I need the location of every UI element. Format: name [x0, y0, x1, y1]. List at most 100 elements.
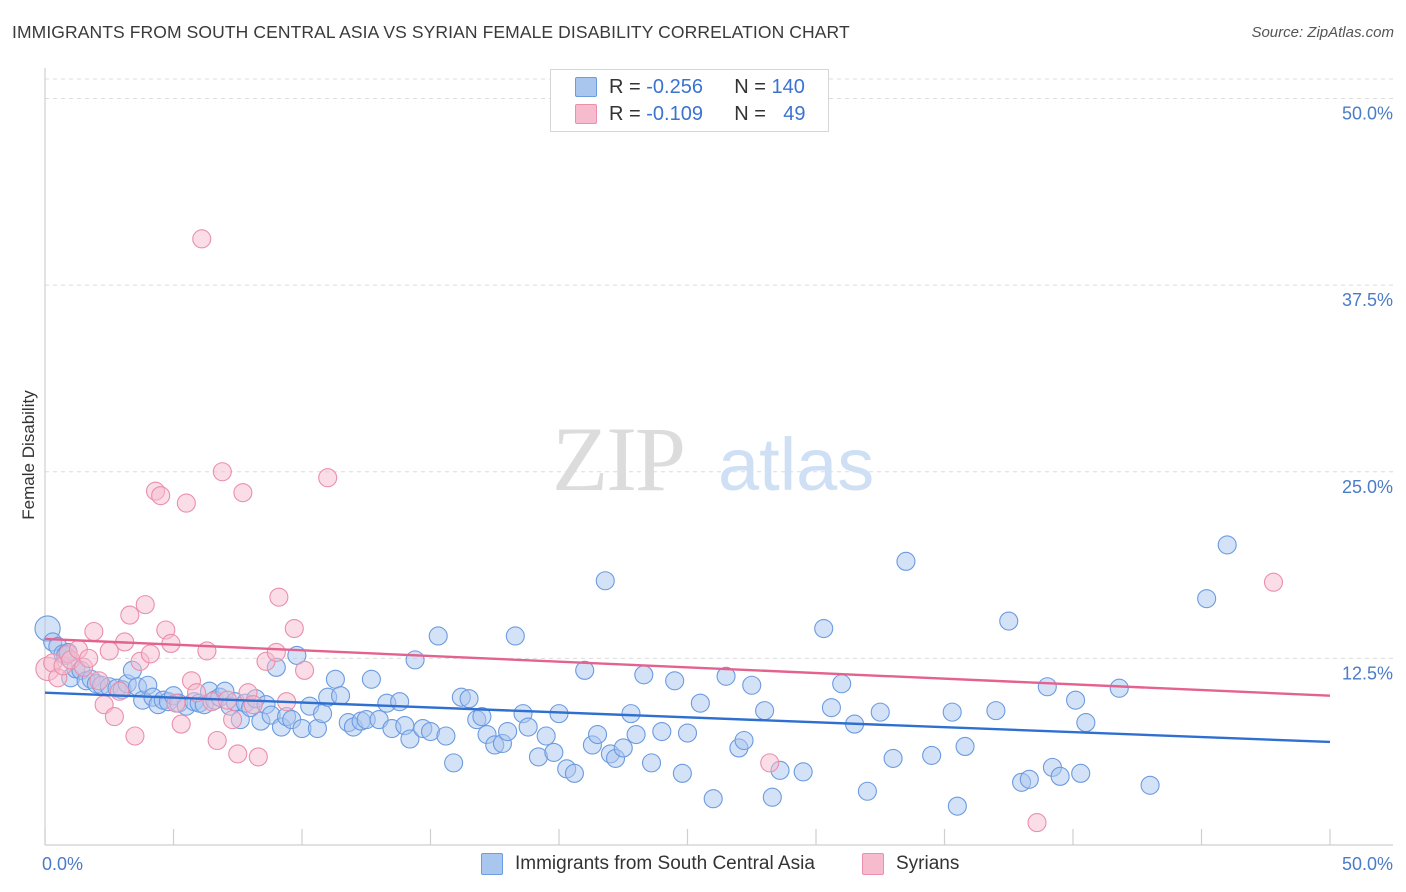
- immigrants-point: [1050, 766, 1070, 786]
- immigrants-point: [986, 701, 1006, 721]
- syrians-point: [284, 618, 304, 639]
- stats-legend-row-syrians: R = -0.109 N = 49: [575, 102, 806, 126]
- syrians-point: [104, 707, 124, 727]
- grid-lines: [45, 78, 1393, 659]
- syrians-point: [266, 642, 286, 662]
- immigrants-point: [942, 702, 962, 722]
- legend-label-immigrants: Immigrants from South Central Asia: [515, 853, 815, 874]
- stats-legend-row-immigrants: R = -0.256 N = 140: [575, 75, 805, 99]
- immigrants-point: [626, 724, 646, 745]
- immigrants-point: [390, 692, 410, 712]
- immigrants-point: [498, 721, 518, 742]
- syrians-point: [171, 714, 191, 734]
- y-tick-label: 25.0%: [1342, 477, 1393, 497]
- immigrants-point: [755, 701, 775, 721]
- immigrants-point: [665, 671, 685, 691]
- immigrants-point: [821, 698, 841, 718]
- syrians-point: [243, 695, 263, 715]
- r-label: R =: [609, 75, 641, 98]
- syrians-point: [89, 671, 109, 691]
- axes: [44, 68, 1393, 846]
- y-tick-label: 50.0%: [1342, 104, 1393, 124]
- syrians-point: [125, 726, 145, 746]
- syrians-point: [1027, 813, 1047, 833]
- immigrants-point: [734, 730, 754, 751]
- y-tick-label: 12.5%: [1342, 663, 1393, 683]
- immigrants-point: [896, 551, 916, 571]
- syrians-point: [760, 753, 780, 773]
- immigrants-trend-line: [44, 691, 1331, 744]
- syrians-point: [176, 493, 196, 513]
- immigrants-point: [870, 702, 890, 722]
- stats-legend: R = -0.256 N = 140 R = -0.109 N = 49: [550, 69, 829, 132]
- series-immigrants-points: [34, 535, 1237, 816]
- syrians-point: [109, 681, 130, 701]
- legend-swatch-blue: [481, 853, 503, 875]
- immigrants-point: [613, 738, 633, 758]
- immigrants-point: [762, 787, 782, 807]
- immigrants-point: [947, 796, 967, 816]
- trend-lines: [44, 637, 1331, 744]
- syrians-point: [151, 486, 171, 506]
- immigrants-point: [436, 726, 456, 746]
- series-syrians-points: [35, 229, 1284, 833]
- immigrants-point: [672, 763, 692, 783]
- source-credit: Source: ZipAtlas.com: [1251, 24, 1394, 41]
- immigrants-point: [428, 626, 448, 646]
- syrians-point: [233, 483, 253, 503]
- immigrants-point: [472, 707, 492, 727]
- immigrants-point: [536, 726, 556, 746]
- immigrants-point: [999, 611, 1019, 631]
- immigrants-point: [677, 723, 698, 743]
- n-label: N =: [734, 102, 766, 125]
- n-value-immigrants: 140: [771, 75, 805, 98]
- immigrants-point: [1109, 678, 1129, 698]
- immigrants-point: [922, 745, 942, 765]
- immigrants-point: [1019, 769, 1039, 789]
- immigrants-point: [405, 650, 425, 670]
- immigrants-point: [883, 748, 903, 768]
- syrians-point: [318, 468, 338, 488]
- watermark: ZIP atlas: [552, 408, 874, 510]
- legend-item-syrians[interactable]: Syrians: [862, 851, 959, 877]
- syrians-point: [79, 648, 99, 668]
- immigrants-point: [690, 693, 710, 713]
- syrians-point: [197, 641, 217, 661]
- legend-item-immigrants[interactable]: Immigrants from South Central Asia: [481, 851, 815, 877]
- immigrants-point: [703, 789, 723, 809]
- immigrants-point: [1037, 677, 1057, 697]
- syrians-point: [140, 644, 160, 664]
- immigrants-point: [505, 626, 525, 646]
- immigrants-point: [1066, 690, 1086, 710]
- immigrants-point: [621, 704, 641, 724]
- n-value-syrians: 49: [783, 102, 806, 125]
- n-label: N =: [734, 75, 766, 98]
- immigrants-point: [459, 689, 479, 709]
- immigrants-point: [652, 721, 672, 742]
- immigrants-point: [955, 736, 975, 757]
- immigrants-point: [1071, 763, 1091, 783]
- x-tick-label: 50.0%: [1342, 854, 1393, 874]
- legend-swatch-pink: [575, 104, 597, 124]
- immigrants-point: [814, 618, 834, 639]
- y-tick-label: 37.5%: [1342, 290, 1393, 310]
- syrians-point: [228, 744, 248, 764]
- immigrants-point: [857, 781, 877, 801]
- immigrants-point: [313, 704, 333, 724]
- immigrants-point: [330, 686, 351, 706]
- syrians-point: [223, 710, 243, 730]
- immigrants-point: [634, 665, 654, 685]
- immigrants-point: [832, 674, 852, 694]
- legend-swatch-blue: [575, 77, 597, 97]
- watermark-zip: ZIP: [552, 408, 684, 510]
- syrians-point: [212, 462, 232, 482]
- immigrants-point: [716, 666, 736, 686]
- r-label: R =: [609, 102, 641, 125]
- immigrants-point: [742, 675, 762, 695]
- immigrants-point: [1076, 713, 1096, 733]
- legend-swatch-pink: [862, 853, 884, 875]
- immigrants-point: [793, 762, 813, 782]
- syrians-trend-line: [44, 637, 1331, 697]
- r-value-immigrants: -0.256: [646, 75, 703, 98]
